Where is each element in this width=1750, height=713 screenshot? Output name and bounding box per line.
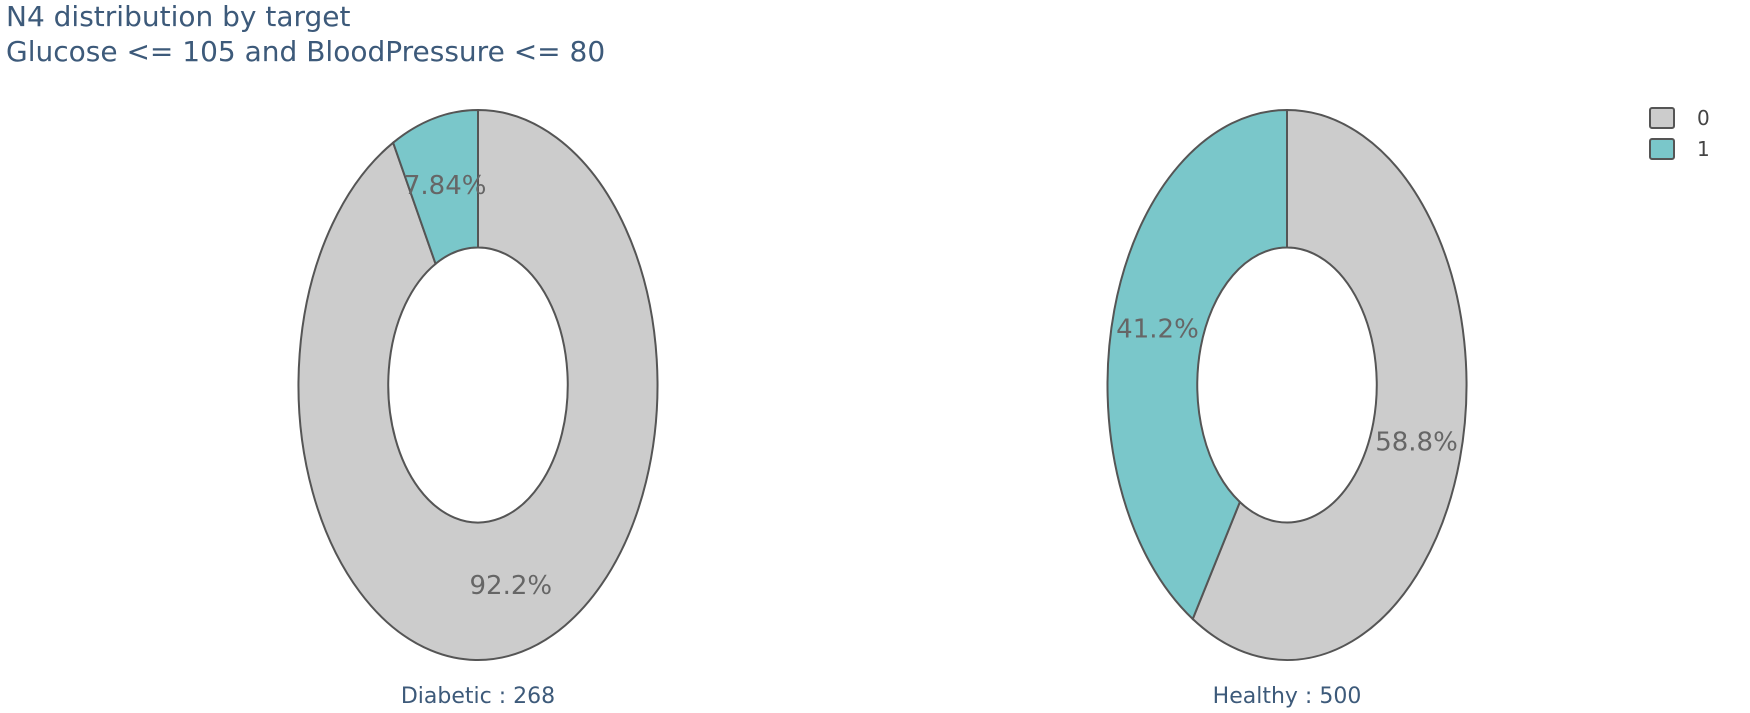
donut-1-caption: Healthy : 500 — [1213, 684, 1362, 709]
donut-0-slice-1-label: 7.84% — [404, 171, 487, 201]
chart-title: N4 distribution by target — [6, 0, 351, 33]
chart-subtitle: Glucose <= 105 and BloodPressure <= 80 — [6, 35, 605, 68]
legend-label-0[interactable]: 0 — [1697, 106, 1710, 130]
donut-1-slice-1[interactable] — [1106, 108, 1288, 621]
legend-swatch-0[interactable] — [1649, 107, 1675, 129]
donut-1-slice-0[interactable] — [1191, 108, 1468, 661]
donut-0-caption: Diabetic : 268 — [401, 684, 555, 709]
donut-group: 92.2% 7.84% Diabetic : 268 58.8% 41.2% Health… — [297, 108, 1468, 709]
donut-1-slice-1-label: 41.2% — [1116, 315, 1199, 345]
legend-swatch-1[interactable] — [1649, 138, 1675, 160]
donut-1-slice-0-label: 58.8% — [1375, 427, 1458, 457]
legend-label-1[interactable]: 1 — [1697, 137, 1710, 161]
legend[interactable]: 01 — [1649, 106, 1710, 161]
donut-0-slice-0[interactable] — [297, 108, 659, 661]
donut-0-slice-0-label: 92.2% — [470, 571, 553, 601]
donut-0-slice-1[interactable] — [391, 108, 479, 266]
